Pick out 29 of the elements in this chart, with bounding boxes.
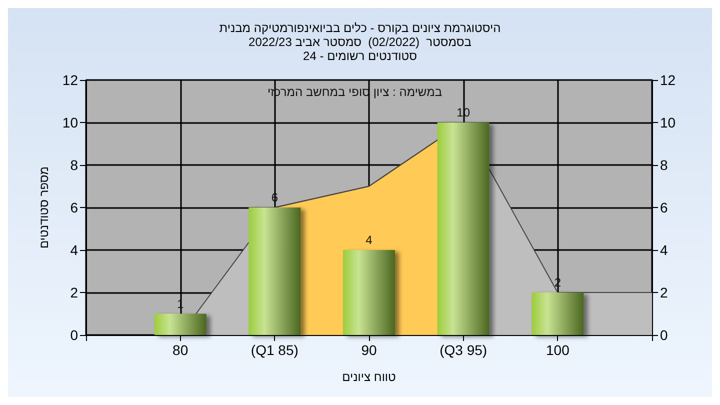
y2-tick-label: 8 bbox=[660, 157, 668, 173]
bar bbox=[343, 250, 395, 335]
chart-subtitle: בסמסטר (02/2022) סמסטר אביב 2022/23 סטודנטים רשומים - 24 bbox=[248, 35, 472, 63]
y2-tick-label: 0 bbox=[660, 327, 668, 343]
y-tick-label: 4 bbox=[70, 242, 78, 258]
y-tick-label: 0 bbox=[70, 327, 78, 343]
y-tick-label: 6 bbox=[70, 200, 78, 216]
x-tick-label: (Q3 95) bbox=[440, 342, 488, 358]
x-tick-label: 80 bbox=[172, 342, 188, 358]
bar bbox=[248, 208, 301, 335]
y-tick-label: 2 bbox=[70, 284, 78, 300]
x-axis-title: טווח ציונים bbox=[342, 370, 396, 384]
x-tick-label: 100 bbox=[546, 342, 570, 358]
y2-tick-label: 6 bbox=[660, 200, 668, 216]
y2-tick-label: 10 bbox=[660, 114, 676, 130]
y-tick-label: 8 bbox=[70, 157, 78, 173]
x-tick-label: (Q1 85) bbox=[250, 342, 298, 358]
x-tick-label: 90 bbox=[361, 342, 377, 358]
bar bbox=[154, 314, 206, 335]
y-tick-label: 12 bbox=[62, 72, 78, 88]
y2-tick-label: 4 bbox=[660, 242, 668, 258]
data-label: 4 bbox=[366, 233, 373, 247]
y2-tick-label: 2 bbox=[660, 284, 668, 300]
bar bbox=[437, 122, 490, 335]
y2-tick-label: 12 bbox=[660, 72, 676, 88]
bar bbox=[532, 292, 584, 335]
y-tick-label: 10 bbox=[62, 114, 78, 130]
y-axis-title: מספר סטודנטים bbox=[37, 166, 51, 249]
chart-title: היסטוגרמת ציונים בקורס - כלים בביואינפורמטיקה מבנית bbox=[219, 21, 501, 35]
